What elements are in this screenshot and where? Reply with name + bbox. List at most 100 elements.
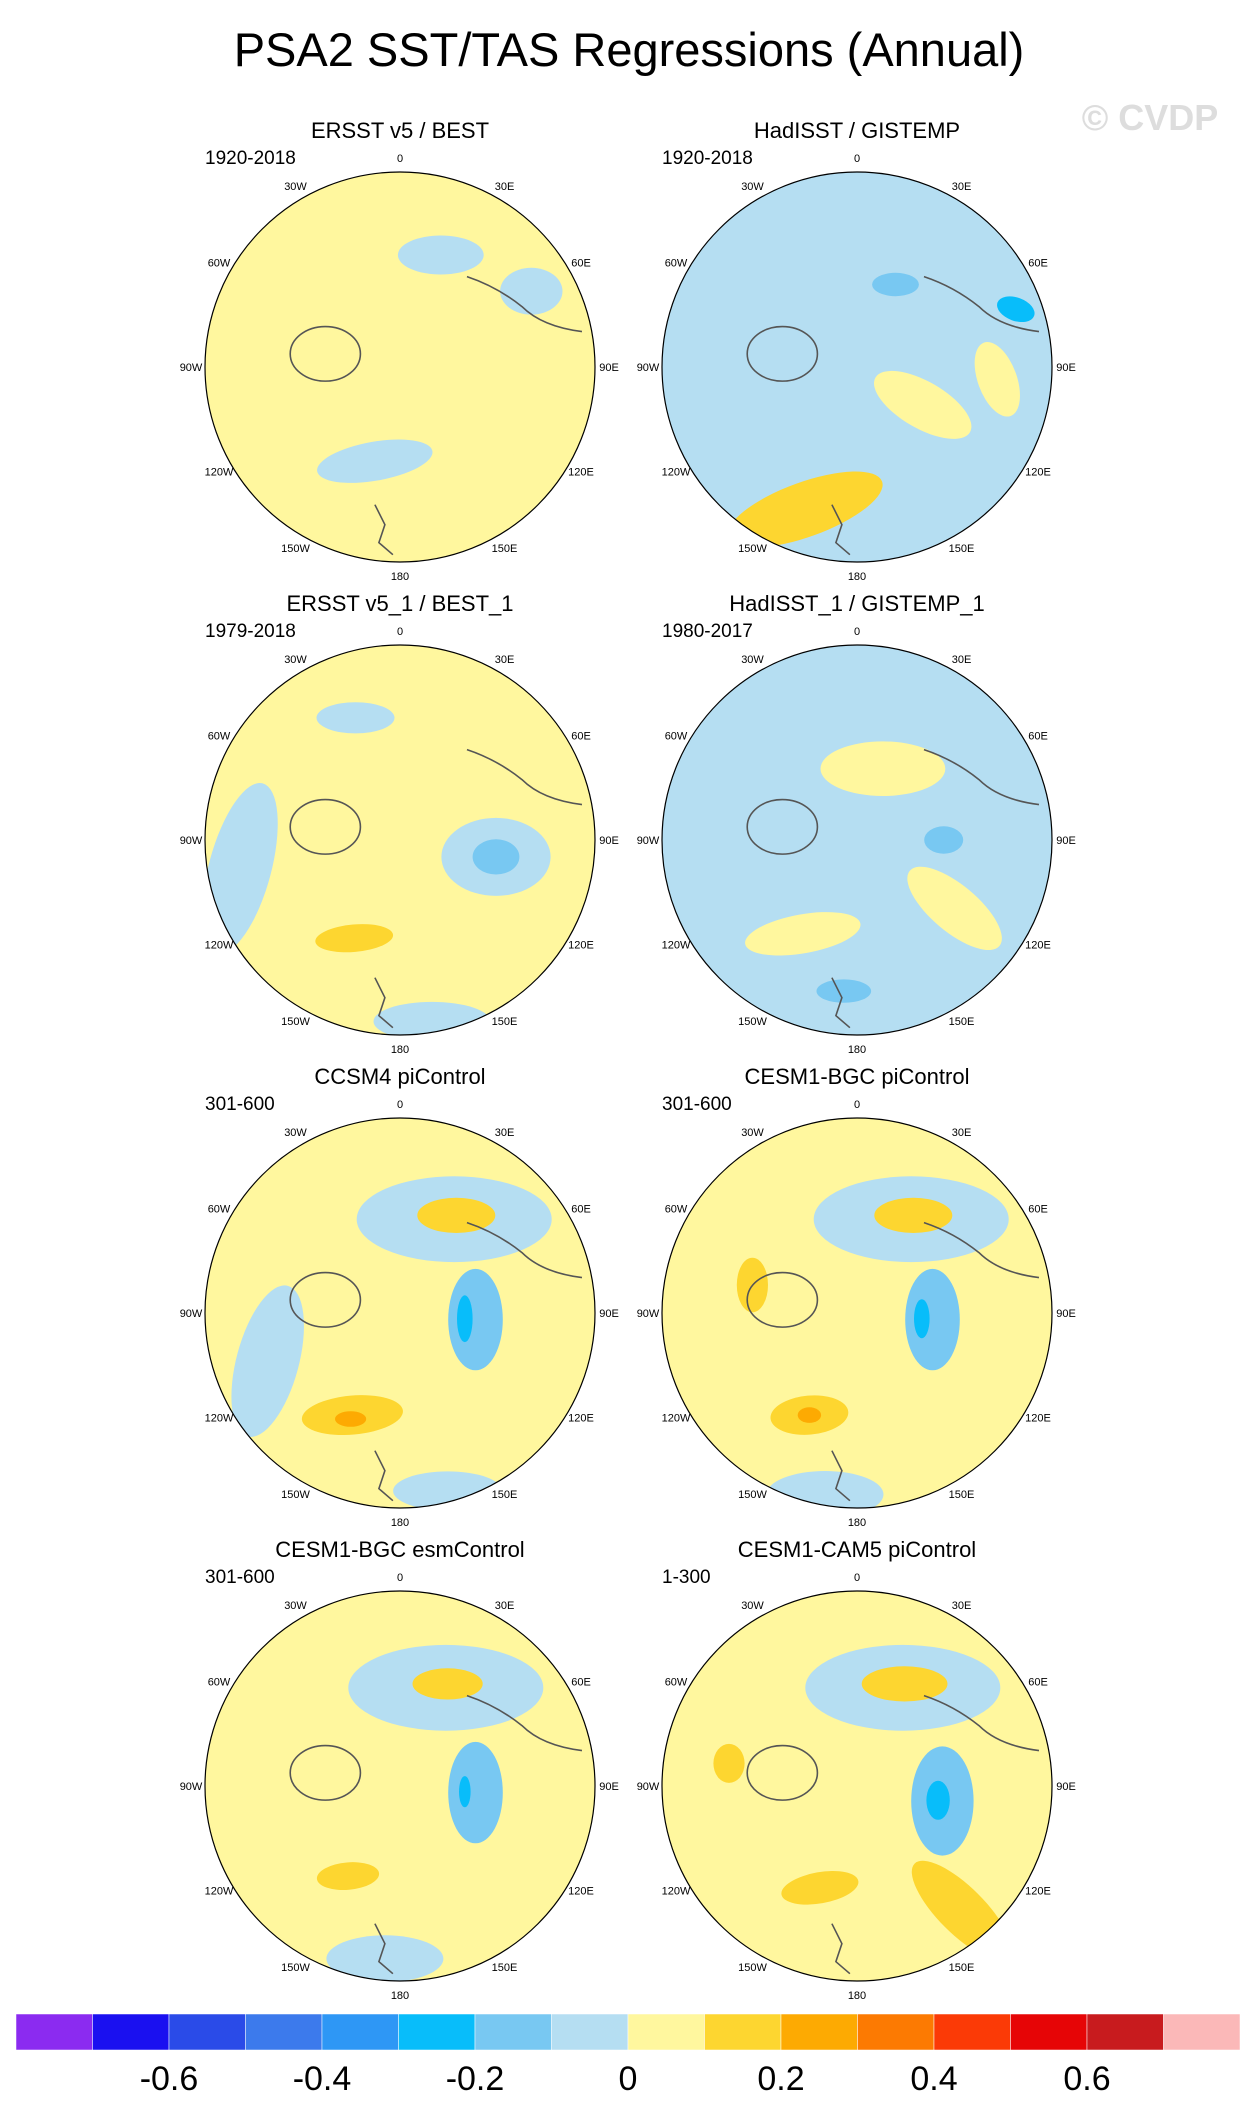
anomaly-region (412, 1668, 483, 1700)
longitude-label: 150W (281, 1962, 310, 1974)
anomaly-region (905, 1268, 960, 1371)
anomaly-region (872, 272, 919, 297)
longitude-label: 30W (741, 654, 764, 666)
panel-period: 1920-2018 (205, 148, 296, 169)
longitude-label: 180 (391, 1990, 409, 2002)
anomaly-region (335, 1411, 367, 1427)
coastline (831, 504, 851, 556)
colorbar-swatch (474, 2013, 552, 2051)
anomaly-region (914, 1299, 930, 1339)
coastline (374, 977, 394, 1029)
colorbar-swatch (321, 2013, 399, 2051)
panel-title: CESM1-CAM5 piControl (738, 1537, 976, 1562)
longitude-label: 90E (599, 835, 619, 847)
map-background (662, 645, 1052, 1035)
anomaly-region (316, 1862, 380, 1891)
anomaly-region (459, 1776, 471, 1808)
panel-title: HadISST / GISTEMP (754, 118, 960, 143)
anomaly-region (820, 741, 946, 796)
colorbar-swatch (551, 2013, 629, 2051)
map-border (204, 1590, 596, 1982)
longitude-label: 60E (1028, 258, 1048, 270)
longitude-label: 180 (848, 1990, 866, 2002)
longitude-label: 120E (1025, 467, 1051, 479)
longitude-label: 0 (397, 626, 403, 638)
panel-title: CCSM4 piControl (314, 1064, 485, 1089)
longitude-label: 150E (492, 1962, 518, 1974)
longitude-label: 150E (949, 1016, 975, 1028)
colorbar-swatch (1163, 2013, 1241, 2051)
anomaly-region (457, 1295, 473, 1343)
colorbar-swatch (857, 2013, 935, 2051)
anomaly-region (974, 342, 1020, 417)
longitude-label: 30W (284, 654, 307, 666)
colorbar-tick-label: 0.6 (1063, 2060, 1110, 2098)
longitude-label: 150W (281, 543, 310, 555)
watermark: © CVDP (1082, 97, 1219, 138)
anomaly-region (907, 866, 1002, 951)
coastline (831, 977, 851, 1029)
colorbar-tick-label: -0.6 (140, 2060, 199, 2098)
coastline (289, 325, 362, 382)
longitude-label: 180 (848, 1517, 866, 1529)
longitude-label: 90W (637, 835, 660, 847)
longitude-label: 60W (665, 258, 688, 270)
longitude-label: 60E (571, 1677, 591, 1689)
map-border (661, 1117, 1053, 1509)
colorbar: -0.6 -0.4 -0.2 0 0.2 0.4 0.6 (15, 2013, 1241, 2098)
longitude-label: 90E (1056, 835, 1076, 847)
panel-title: CESM1-BGC esmControl (275, 1537, 524, 1562)
anomaly-region (316, 702, 395, 734)
longitude-label: 0 (397, 1099, 403, 1111)
panel-map (662, 1591, 1052, 1981)
colorbar-swatch (780, 2013, 858, 2051)
longitude-label: 120E (568, 467, 594, 479)
anomaly-region (873, 370, 972, 439)
longitude-label: 90W (180, 1308, 203, 1320)
longitude-label: 30E (952, 1600, 972, 1612)
longitude-label: 90W (637, 1781, 660, 1793)
map-border (661, 171, 1053, 563)
coastline (746, 1744, 819, 1801)
coastline (466, 275, 583, 333)
longitude-label: 150W (738, 543, 767, 555)
longitude-label: 120W (662, 1413, 691, 1425)
colorbar-swatch (92, 2013, 170, 2051)
anomaly-region (924, 826, 964, 854)
longitude-label: 30E (495, 1600, 515, 1612)
coastline (746, 798, 819, 855)
longitude-label: 180 (391, 1044, 409, 1056)
longitude-label: 90E (1056, 1781, 1076, 1793)
anomaly-region (727, 471, 883, 548)
longitude-label: 0 (397, 1572, 403, 1584)
longitude-label: 150W (281, 1016, 310, 1028)
longitude-label: 150W (281, 1489, 310, 1501)
longitude-label: 90W (180, 362, 203, 374)
coastline (923, 1694, 1040, 1752)
longitude-label: 0 (854, 1572, 860, 1584)
coastline (466, 1221, 583, 1279)
panel-title: HadISST_1 / GISTEMP_1 (729, 591, 985, 616)
longitude-label: 90E (599, 362, 619, 374)
longitude-label: 0 (397, 153, 403, 165)
coastline (746, 1271, 819, 1328)
map-background (662, 172, 1052, 562)
colorbar-swatch (245, 2013, 323, 2051)
map-border (204, 1117, 596, 1509)
anomaly-region (205, 783, 278, 954)
longitude-label: 150E (492, 1016, 518, 1028)
panel-map (662, 645, 1052, 1035)
longitude-label: 60E (571, 1204, 591, 1216)
coastline (923, 275, 1040, 333)
longitude-label: 60W (665, 731, 688, 743)
longitude-label: 120E (1025, 1413, 1051, 1425)
map-border (204, 171, 596, 563)
coastline (289, 1744, 362, 1801)
anomaly-region (397, 235, 484, 275)
anomaly-region (472, 839, 520, 875)
longitude-label: 30W (741, 1600, 764, 1612)
map-border (661, 1590, 1053, 1982)
longitude-label: 30E (495, 654, 515, 666)
colorbar-swatch (704, 2013, 782, 2051)
anomaly-region (745, 912, 861, 956)
